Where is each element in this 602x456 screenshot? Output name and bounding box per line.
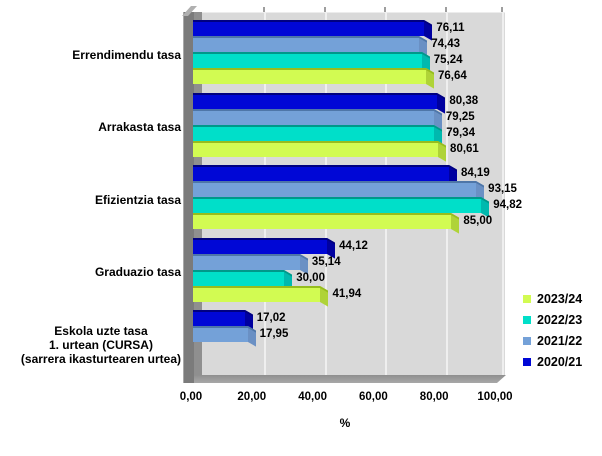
bar-value-label: 80,61 [450, 142, 479, 155]
bar [193, 269, 285, 286]
axis-top-tick [323, 7, 326, 12]
category-label: Graduazio tasa [95, 236, 181, 309]
x-axis-title: % [339, 416, 351, 430]
bar-value-label: 44,12 [339, 239, 368, 252]
bar [193, 36, 420, 52]
bar [193, 197, 482, 214]
bar-value-label: 41,94 [332, 287, 362, 300]
bar-value-label: 85,00 [463, 215, 493, 228]
bar-value-label: 84,19 [460, 167, 490, 180]
bar [193, 181, 477, 198]
bar [193, 108, 434, 125]
category-label: Errendimendu tasa [72, 18, 181, 91]
legend-label: 2022/23 [537, 312, 583, 327]
category-label-text: Graduazio tasa [94, 265, 181, 280]
bar [193, 165, 449, 182]
category-label-text: Eskola uzte tasa 1. urtean (CURSA) (sarr… [20, 323, 181, 366]
category-label-text: Arrakasta tasa [98, 120, 181, 135]
bar [193, 124, 435, 141]
bar [193, 140, 439, 157]
legend-label: 2020/21 [537, 354, 583, 369]
x-axis-tick-label: 20,00 [237, 391, 267, 403]
category-label: Eskola uzte tasa 1. urtean (CURSA) (sarr… [21, 308, 181, 381]
bar-value-label: 17,95 [259, 328, 289, 341]
legend-swatch [523, 294, 531, 303]
legend-item: 2022/23 [523, 309, 582, 330]
category-label: Efizientzia tasa [95, 163, 181, 236]
axis-top-tick [445, 7, 448, 12]
bar-value-label: 76,64 [437, 70, 467, 82]
x-axis-tick-label: 60,00 [359, 391, 388, 403]
x-axis-tick-label: 0,00 [179, 391, 203, 403]
bar [193, 20, 425, 36]
gridline [502, 12, 504, 375]
axis-top-tick [501, 7, 503, 12]
bar [193, 310, 245, 327]
bar-value-label: 94,82 [493, 199, 523, 212]
legend: 2023/24 2022/23 2021/22 2020/21 [523, 288, 582, 372]
legend-label: 2021/22 [537, 333, 583, 348]
chart-3d-wall-bevel [182, 6, 197, 16]
x-axis-tick-label: 40,00 [298, 391, 327, 403]
category-label: Arrakasta tasa [98, 91, 181, 164]
axis-top-tick [384, 7, 387, 12]
chart-3d-wall [183, 12, 194, 383]
bar [193, 92, 438, 109]
axis-top-tick [262, 7, 265, 12]
legend-item: 2020/21 [523, 351, 582, 372]
bar-value-label: 80,38 [449, 94, 479, 107]
chart-3d-floor [183, 375, 506, 383]
bar-value-label: 79,25 [445, 110, 475, 123]
legend-swatch [523, 357, 531, 366]
bar-value-label: 74,43 [431, 38, 461, 50]
x-axis-tick-label: 100,00 [477, 391, 513, 403]
bar-value-label: 93,15 [488, 183, 517, 196]
legend-label: 2023/24 [537, 291, 583, 306]
category-label-text: Errendimendu tasa [72, 47, 181, 62]
bar [193, 237, 328, 254]
bar [193, 52, 422, 68]
bar-value-label: 17,02 [256, 312, 286, 325]
bar-value-label: 30,00 [296, 271, 325, 284]
bar-value-label: 79,34 [446, 126, 475, 139]
bar-value-label: 76,11 [436, 22, 465, 34]
x-axis-tick-label: 80,00 [419, 391, 449, 403]
legend-item: 2021/22 [523, 330, 582, 351]
bar [193, 213, 452, 230]
legend-item: 2023/24 [523, 288, 582, 309]
category-label-text: Efizientzia tasa [94, 192, 181, 207]
legend-swatch [523, 336, 531, 345]
bar-value-label: 35,14 [311, 255, 341, 268]
bar-value-label: 75,24 [433, 54, 463, 66]
bar [193, 326, 248, 343]
legend-swatch [523, 315, 531, 324]
bar [193, 285, 321, 302]
bar [193, 68, 426, 84]
bar [193, 253, 300, 270]
